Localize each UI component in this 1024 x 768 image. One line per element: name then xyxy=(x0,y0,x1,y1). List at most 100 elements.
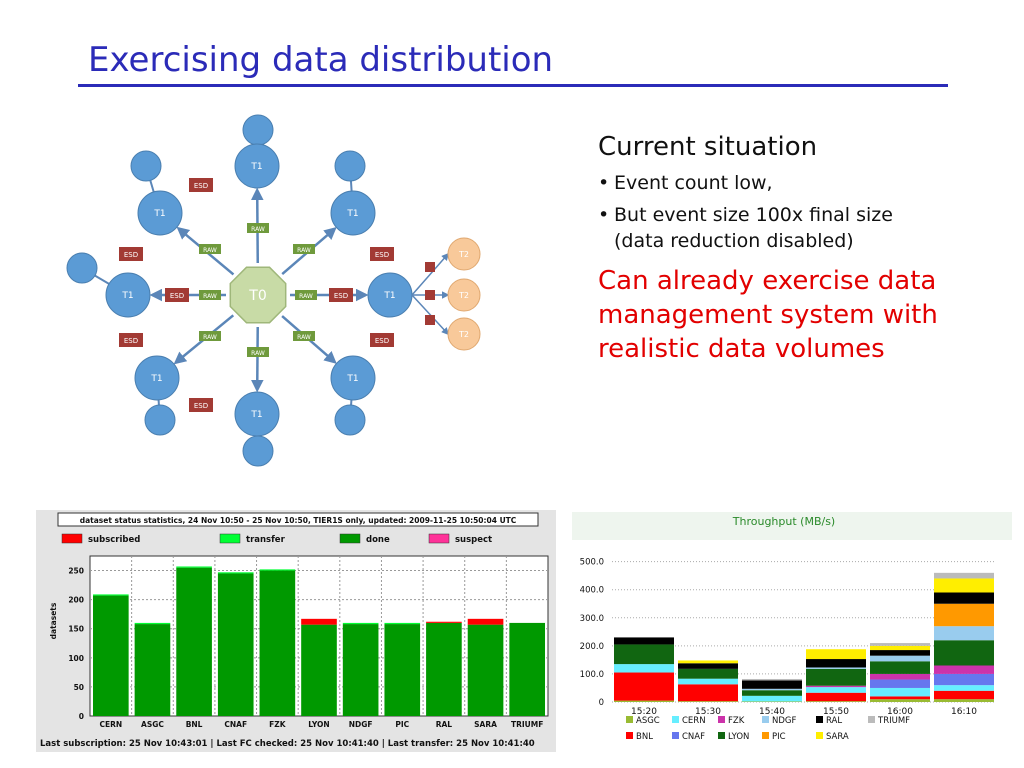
bar-done xyxy=(134,624,171,716)
esd-label: ESD xyxy=(334,292,348,300)
data-distribution-diagram: T0 T1 T1 T1 T1 T1 T1 T1 T1 T2 T2 T2 RAW RAW RAW RAW RAW R… xyxy=(66,114,481,467)
site-node xyxy=(130,150,162,182)
bar-done xyxy=(384,624,421,716)
legend-swatch xyxy=(61,533,83,544)
site-node xyxy=(66,252,98,284)
bar-ral xyxy=(870,650,930,656)
bar-cern xyxy=(614,664,674,673)
raw-label: RAW xyxy=(251,226,265,233)
site-node xyxy=(242,435,274,467)
x-tick-label: SARA xyxy=(474,720,497,729)
bullet-heading: Current situation xyxy=(598,132,818,162)
bar-lyon xyxy=(678,668,738,679)
chart-header-box xyxy=(57,512,539,527)
bar-cern xyxy=(870,687,930,697)
x-tick-label: FZK xyxy=(269,720,287,729)
raw-label: RAW xyxy=(297,247,311,254)
esd-small-tag xyxy=(425,315,435,325)
raw-tag xyxy=(293,244,315,254)
t1-node xyxy=(134,355,180,401)
legend-swatch xyxy=(762,716,769,723)
bar-transfer xyxy=(259,569,296,571)
legend-swatch xyxy=(339,533,361,544)
t2-node xyxy=(447,278,481,312)
bar-sara xyxy=(934,578,994,593)
raw-label: RAW xyxy=(299,293,313,300)
legend-swatch xyxy=(718,716,725,723)
legend-swatch xyxy=(428,533,450,544)
site-node xyxy=(334,404,366,436)
legend-label: NDGF xyxy=(772,716,796,726)
bar-ndgf xyxy=(806,667,866,669)
legend-label: PIC xyxy=(772,732,786,742)
y-tick-label: 400.0 xyxy=(580,586,604,596)
highlight-line: management system with xyxy=(598,300,938,330)
y-tick-label: 300.0 xyxy=(580,614,604,624)
y-tick-label: 50 xyxy=(74,683,84,692)
bar-ndgf xyxy=(934,626,994,641)
legend-label: LYON xyxy=(728,732,749,742)
raw-label: RAW xyxy=(251,350,265,357)
bar-asgc xyxy=(614,700,674,702)
legend-label: subscribed xyxy=(88,535,140,545)
legend-label: ASGC xyxy=(636,716,660,726)
bar-asgc xyxy=(678,701,738,702)
bar-bnl xyxy=(678,684,738,702)
t2-node xyxy=(447,317,481,351)
bar-cnaf xyxy=(934,673,994,686)
bar-bnl xyxy=(806,692,866,702)
x-tick-label: BNL xyxy=(186,720,203,729)
bar-done xyxy=(342,624,379,716)
legend-label: CNAF xyxy=(682,732,705,742)
x-tick-label: 15:40 xyxy=(759,707,785,717)
t2-flow-arrow xyxy=(411,252,449,296)
esd-label: ESD xyxy=(124,251,138,259)
esd-label: ESD xyxy=(194,182,208,190)
bar-bnl xyxy=(870,696,930,700)
bullet-text: But event size 100x final size xyxy=(614,204,893,226)
legend-label: BNL xyxy=(636,732,653,742)
t0-label: T0 xyxy=(248,288,266,304)
legend-swatch xyxy=(816,716,823,723)
esd-tag xyxy=(189,178,213,192)
x-tick-label: TRIUMF xyxy=(511,720,543,729)
esd-tag xyxy=(189,398,213,412)
legend-swatch xyxy=(626,732,633,739)
t1-label: T1 xyxy=(346,374,358,384)
bar-ral xyxy=(806,659,866,668)
esd-tag xyxy=(370,247,394,261)
highlight-line: realistic data volumes xyxy=(598,334,885,364)
bullet-item: • But event size 100x final size (data red… xyxy=(598,202,1008,254)
raw-tag xyxy=(247,347,269,357)
y-axis-label: datasets xyxy=(49,602,58,639)
x-tick-label: CNAF xyxy=(224,720,247,729)
legend-label: FZK xyxy=(728,716,745,726)
bar-done xyxy=(259,570,296,716)
bar-lyon xyxy=(614,644,674,665)
raw-label: RAW xyxy=(203,334,217,341)
t1-node xyxy=(234,391,280,437)
x-tick-label: 15:20 xyxy=(631,707,657,717)
bar-fzk xyxy=(870,673,930,680)
bar-subscribed xyxy=(426,621,462,623)
x-tick-label: CERN xyxy=(99,720,122,729)
raw-tag xyxy=(199,331,221,341)
x-tick-label: 16:00 xyxy=(887,707,913,717)
bar-sara xyxy=(806,649,866,660)
y-tick-label: 0 xyxy=(599,698,604,708)
x-tick-label: PIC xyxy=(395,720,409,729)
bar-transfer xyxy=(93,594,129,596)
bar-bnl xyxy=(934,690,994,700)
bar-sara xyxy=(678,660,738,664)
bar-transfer xyxy=(134,622,171,625)
t1-label: T1 xyxy=(153,209,165,219)
esd-label: ESD xyxy=(194,402,208,410)
bar-sara xyxy=(870,645,930,651)
bar-subscribed xyxy=(467,618,504,625)
x-tick-label: 15:50 xyxy=(823,707,849,717)
esd-tag xyxy=(119,333,143,347)
slide-title: Exercising data distribution xyxy=(88,40,554,80)
y-tick-label: 500.0 xyxy=(580,558,604,568)
t1-label: T1 xyxy=(250,162,262,172)
x-tick-label: ASGC xyxy=(141,720,164,729)
